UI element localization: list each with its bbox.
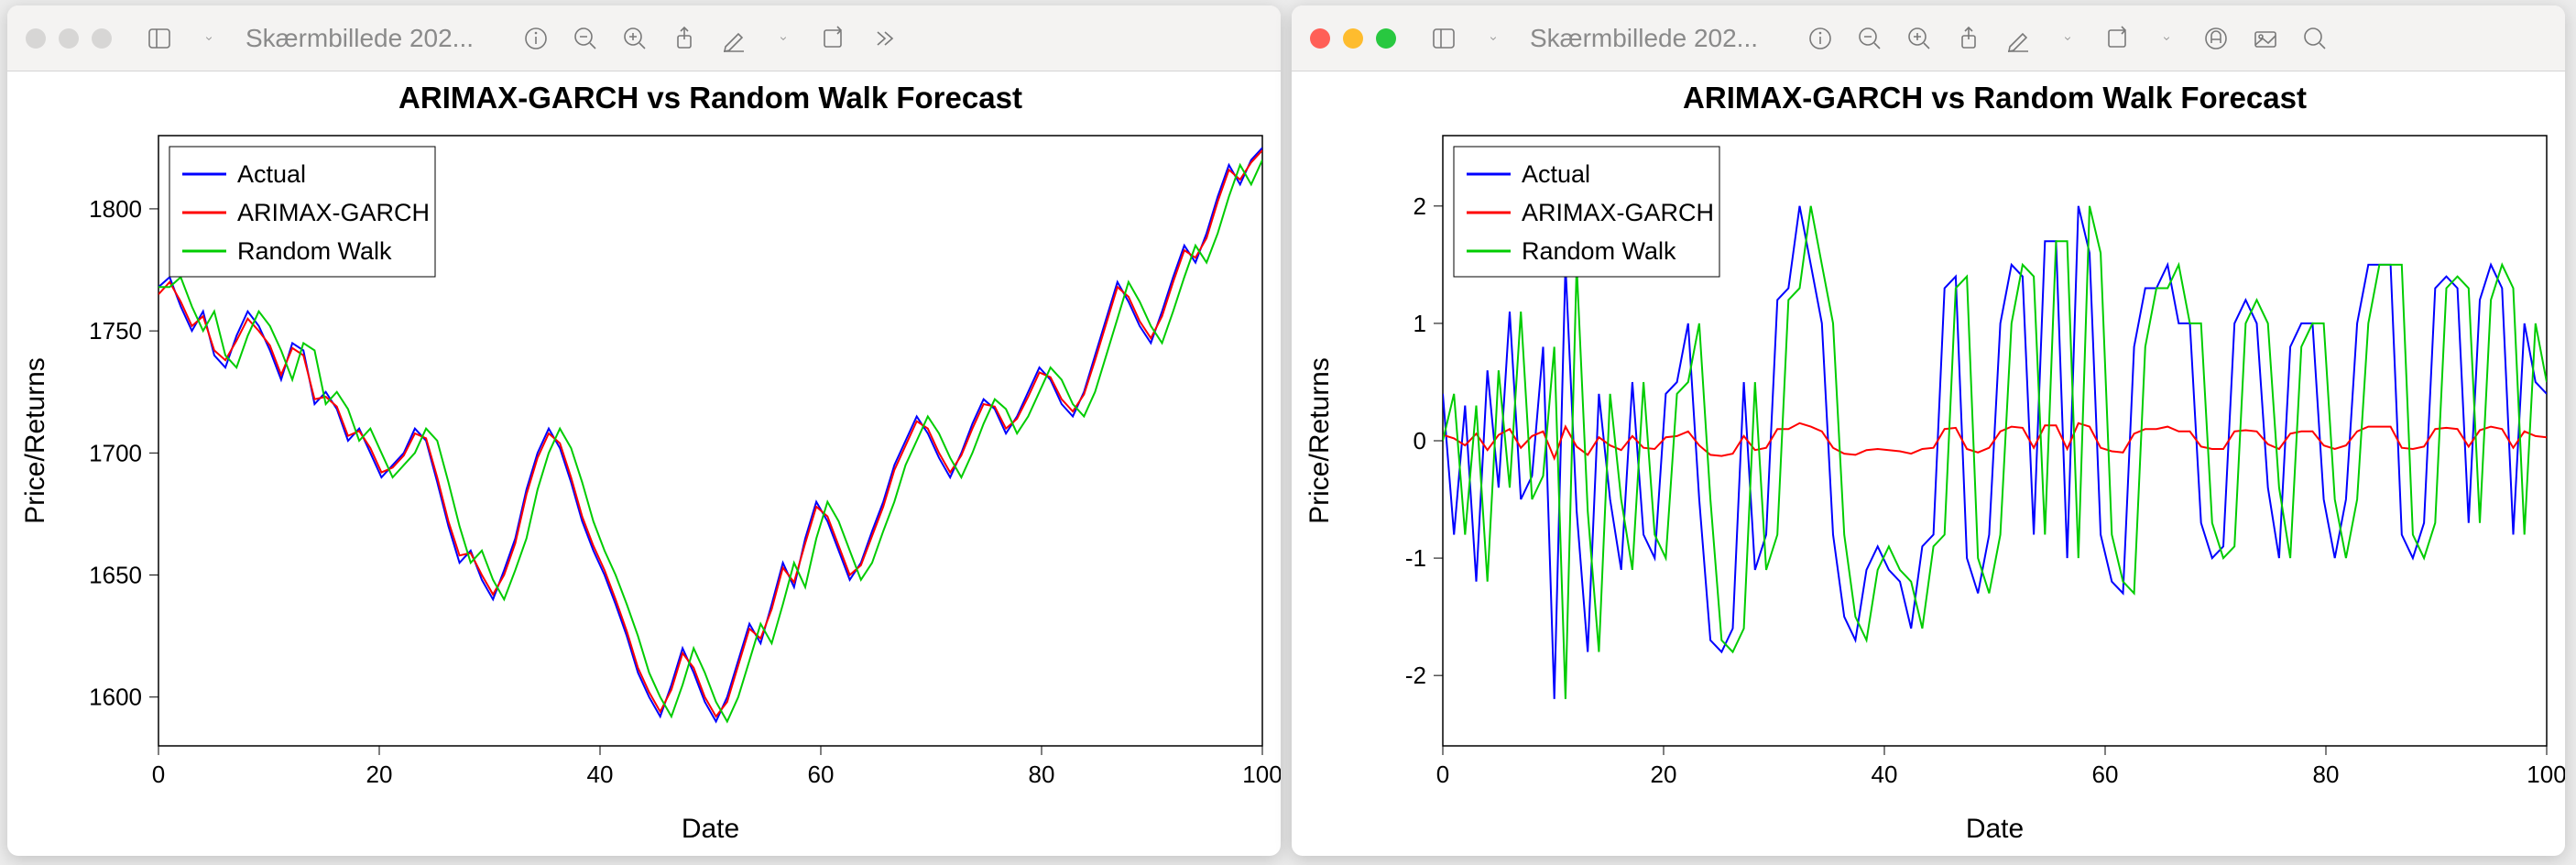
chevron-down-icon[interactable] — [191, 20, 227, 57]
info-icon[interactable] — [518, 20, 554, 57]
rotate-chevron-icon[interactable] — [2148, 20, 2185, 57]
y-axis-title: Price/Returns — [20, 357, 50, 524]
legend-label: Actual — [237, 160, 306, 188]
y-tick-label: 1650 — [89, 562, 142, 589]
close-button[interactable] — [26, 28, 46, 49]
y-tick-label: 2 — [1414, 192, 1426, 220]
y-tick-label: 1800 — [89, 195, 142, 223]
traffic-lights — [1310, 28, 1396, 49]
share-icon[interactable] — [666, 20, 703, 57]
markup-chevron-icon[interactable] — [765, 20, 802, 57]
close-button[interactable] — [1310, 28, 1330, 49]
rotate-icon[interactable] — [814, 20, 851, 57]
legend-label: ARIMAX-GARCH — [237, 199, 430, 226]
chart: ARIMAX-GARCH vs Random Walk Forecast Pric… — [7, 71, 1281, 856]
legend-label: Random Walk — [237, 237, 392, 265]
zoom-out-icon[interactable] — [567, 20, 604, 57]
markup-icon[interactable] — [2000, 20, 2036, 57]
y-tick-label: 1 — [1414, 310, 1426, 337]
plot-area: ARIMAX-GARCH vs Random Walk Forecast Pric… — [1292, 71, 2565, 856]
x-tick-label: 20 — [1651, 761, 1677, 788]
y-axis-title: Price/Returns — [1304, 357, 1335, 524]
crop-icon[interactable] — [2247, 20, 2284, 57]
titlebar: Skærmbillede 202... — [1292, 5, 2565, 71]
x-tick-label: 40 — [1872, 761, 1898, 788]
chart: ARIMAX-GARCH vs Random Walk Forecast Pric… — [1292, 71, 2565, 856]
plot-area: ARIMAX-GARCH vs Random Walk Forecast Pric… — [7, 71, 1281, 856]
chart-title: ARIMAX-GARCH vs Random Walk Forecast — [398, 81, 1022, 115]
preview-window[interactable]: Skærmbillede 202... ARIMAX-GARCH vs Rando… — [1292, 5, 2565, 856]
x-tick-label: 40 — [587, 761, 614, 788]
x-axis-title: Date — [682, 814, 739, 844]
legend: Actual ARIMAX-GARCH Random Walk — [1454, 147, 1719, 277]
legend: Actual ARIMAX-GARCH Random Walk — [169, 147, 435, 277]
series-random-walk — [1443, 206, 2547, 699]
x-tick-label: 20 — [366, 761, 393, 788]
y-tick-label: -1 — [1405, 544, 1426, 572]
y-tick-label: 0 — [1414, 427, 1426, 454]
x-tick-label: 60 — [808, 761, 835, 788]
markup-chevron-icon[interactable] — [2049, 20, 2086, 57]
preview-window[interactable]: Skærmbillede 202... ARIMAX-GARCH vs Rando… — [7, 5, 1281, 856]
search-icon[interactable] — [2297, 20, 2333, 57]
chart-title: ARIMAX-GARCH vs Random Walk Forecast — [1683, 81, 2307, 115]
y-tick-label: 1600 — [89, 684, 142, 711]
rotate-icon[interactable] — [2099, 20, 2135, 57]
sidebar-icon[interactable] — [1425, 20, 1462, 57]
x-tick-label: 100 — [2527, 761, 2565, 788]
legend-label: ARIMAX-GARCH — [1522, 199, 1714, 226]
markup-icon[interactable] — [715, 20, 752, 57]
minimize-button[interactable] — [59, 28, 79, 49]
titlebar: Skærmbillede 202... — [7, 5, 1281, 71]
x-tick-label: 0 — [1436, 761, 1449, 788]
share-icon[interactable] — [1950, 20, 1987, 57]
minimize-button[interactable] — [1343, 28, 1363, 49]
zoom-in-icon[interactable] — [1901, 20, 1937, 57]
x-tick-label: 80 — [1029, 761, 1055, 788]
overflow-icon[interactable] — [864, 20, 901, 57]
x-tick-label: 100 — [1242, 761, 1281, 788]
chevron-down-icon[interactable] — [1475, 20, 1512, 57]
zoom-out-icon[interactable] — [1851, 20, 1888, 57]
window-title: Skærmbillede 202... — [1530, 24, 1758, 53]
annotate-icon[interactable] — [2198, 20, 2234, 57]
info-icon[interactable] — [1802, 20, 1839, 57]
legend-label: Random Walk — [1522, 237, 1676, 265]
fullscreen-button[interactable] — [1376, 28, 1396, 49]
legend-label: Actual — [1522, 160, 1590, 188]
sidebar-icon[interactable] — [141, 20, 178, 57]
x-tick-label: 60 — [2092, 761, 2119, 788]
x-tick-label: 80 — [2313, 761, 2340, 788]
traffic-lights — [26, 28, 112, 49]
zoom-in-icon[interactable] — [617, 20, 653, 57]
y-tick-label: 1750 — [89, 317, 142, 345]
fullscreen-button[interactable] — [92, 28, 112, 49]
x-axis-title: Date — [1966, 814, 2024, 844]
y-tick-label: 1700 — [89, 439, 142, 466]
window-title: Skærmbillede 202... — [246, 24, 474, 53]
y-tick-label: -2 — [1405, 662, 1426, 689]
x-tick-label: 0 — [152, 761, 165, 788]
